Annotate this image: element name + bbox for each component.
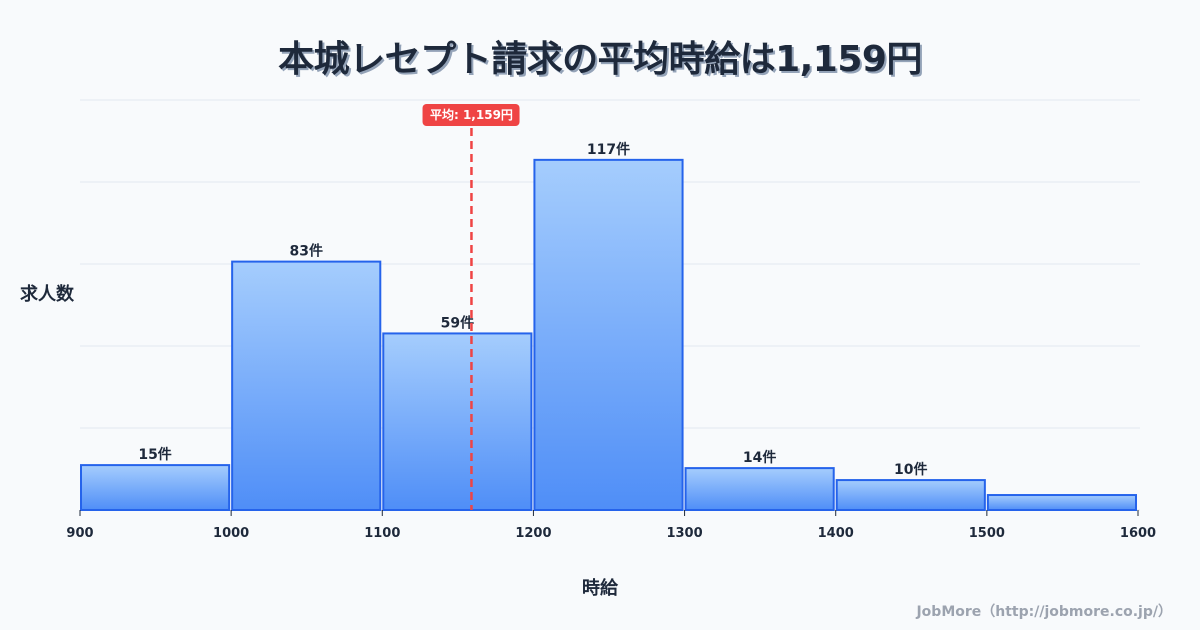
histogram-bar <box>80 464 231 512</box>
bar-value-label: 117件 <box>587 141 630 158</box>
histogram-bar <box>986 494 1137 512</box>
mean-badge: 平均: 1,159円 <box>422 104 520 126</box>
x-tick-label: 1600 <box>1120 526 1156 541</box>
y-axis-label: 求人数 <box>20 284 74 305</box>
histogram-bar <box>684 467 835 512</box>
x-tick-label: 900 <box>66 526 93 541</box>
bar-value-label: 14件 <box>743 449 776 466</box>
footer-credit: JobMore（http://jobmore.co.jp/） <box>916 604 1172 620</box>
bar-value-label: 10件 <box>894 461 927 478</box>
bar-labels: 15件 83件 59件 117件 14件 10件 <box>138 141 927 478</box>
x-tick-label: 1400 <box>818 526 854 541</box>
histogram-bar <box>231 260 382 511</box>
x-tick-label: 1200 <box>515 526 551 541</box>
x-tick-label: 1300 <box>666 526 702 541</box>
x-tick-label: 1100 <box>364 526 400 541</box>
histogram-bar <box>382 332 533 511</box>
chart-title: 本城レセプト請求の平均時給は1,159円 <box>278 39 922 80</box>
x-tick-label: 1000 <box>213 526 249 541</box>
x-axis-label: 時給 <box>582 578 618 599</box>
histogram-bar <box>533 158 684 512</box>
bars <box>80 158 1137 512</box>
histogram-bar <box>835 479 986 512</box>
x-axis: 900 1000 1100 1200 1300 1400 1500 1600 <box>66 510 1156 541</box>
bar-value-label: 59件 <box>441 314 474 331</box>
bar-value-label: 15件 <box>138 446 171 463</box>
x-tick-label: 1500 <box>969 526 1005 541</box>
bar-value-label: 83件 <box>289 243 322 260</box>
